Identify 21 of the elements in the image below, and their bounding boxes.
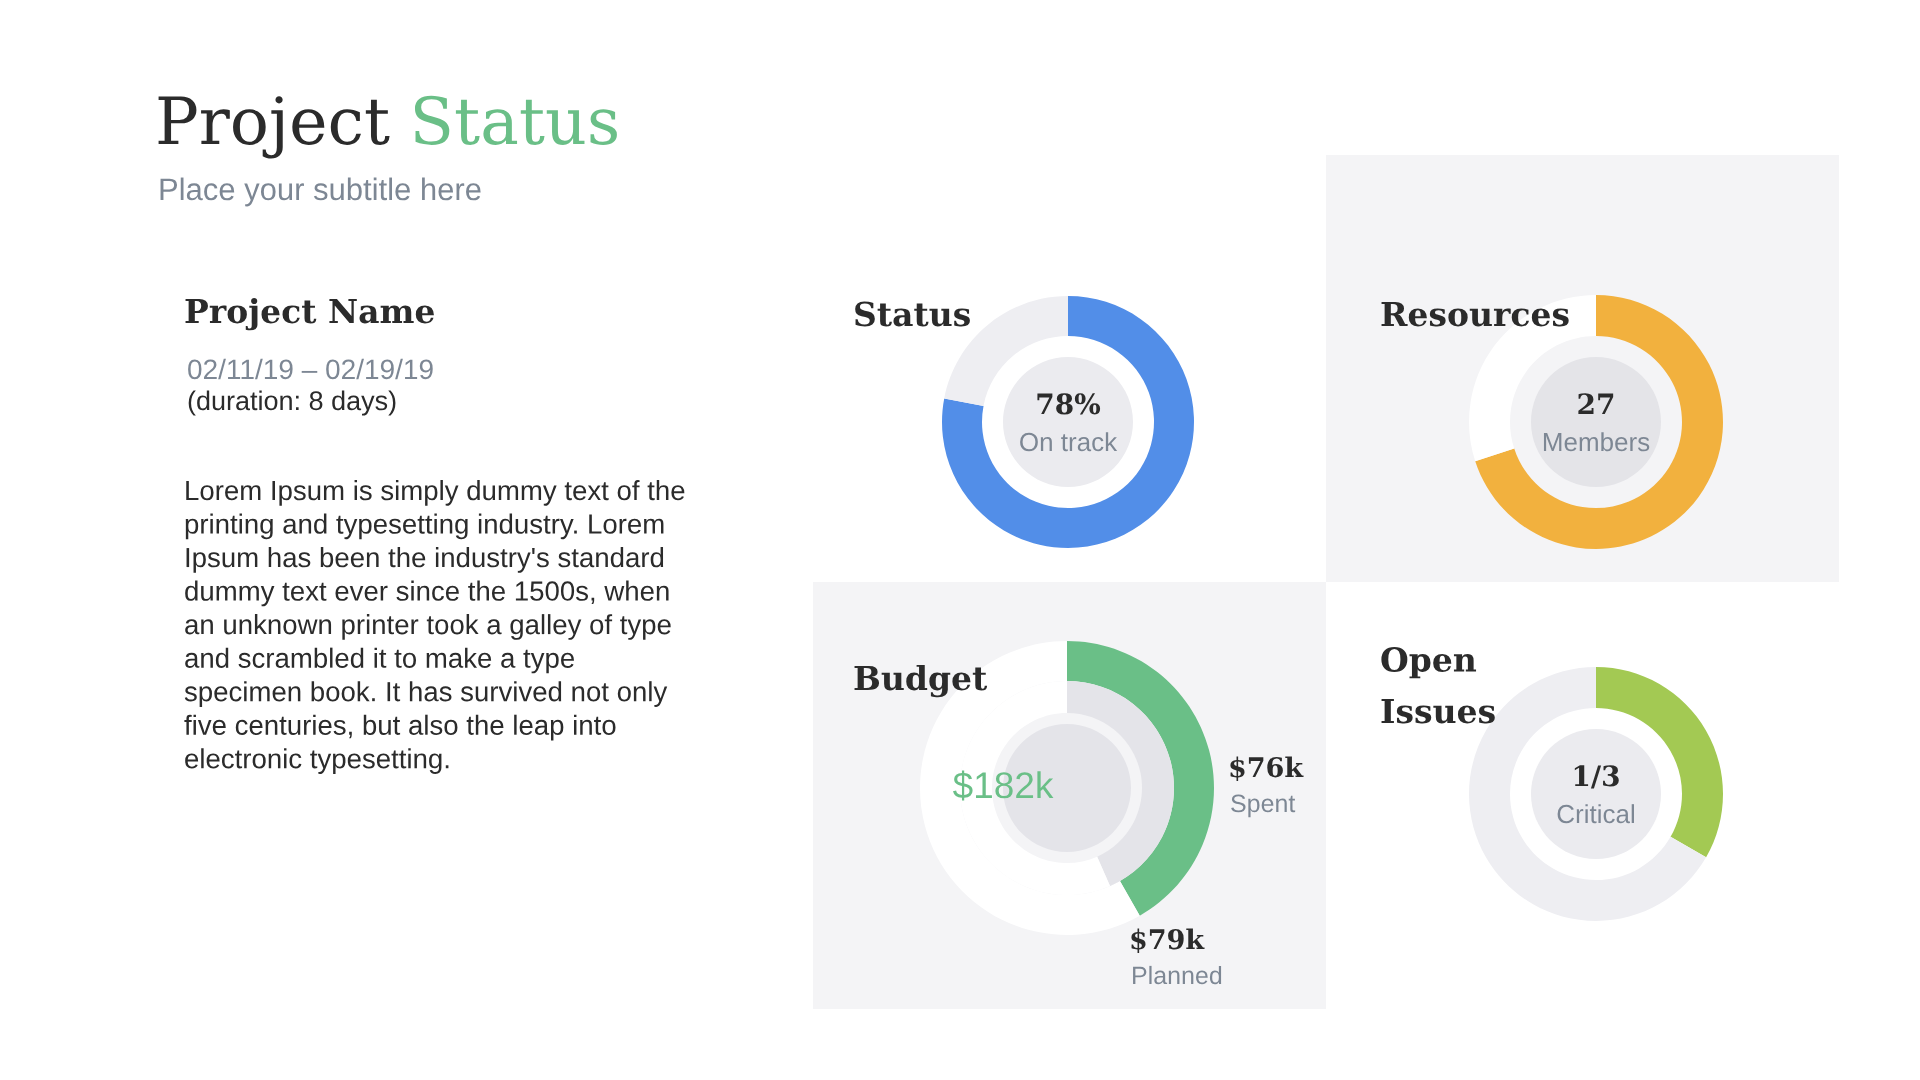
text: Planned: [1133, 965, 1222, 985]
text: $182k: [953, 770, 1054, 801]
text: Place your subtitle here: [160, 177, 481, 207]
slice-label: On track: [1020, 432, 1118, 452]
text: (duration: 8 days): [188, 390, 396, 416]
text: 27: [1578, 393, 1614, 414]
data-label: 78%: [1037, 393, 1101, 415]
text: 1/3: [1574, 765, 1619, 789]
text: Budget: [854, 664, 988, 698]
text: Spent: [1231, 794, 1296, 818]
chart-title: Resources: [1381, 301, 1569, 327]
chart-title: Open Issues: [1381, 647, 1495, 724]
text: Project Status: [158, 95, 617, 159]
slice-label: Members: [1543, 432, 1650, 452]
data-label: $76k: [1230, 756, 1304, 781]
data-label: $79k: [1131, 928, 1205, 953]
chart-title: Status: [855, 301, 970, 327]
text: Project Name: [185, 297, 434, 331]
text: 02/11/19 – 02/19/19: [188, 358, 433, 380]
text: Lorem Ipsum is simply dummy text of the printing and typesetting industry. Lorem Ipsum has been the industry's standard dummy text ever since the 1500s, when an unknown printer took a galley of type and scrambled it to make a type specimen book. It has survived not only five centuries, but also the leap into electronic typesetting.: [184, 480, 685, 774]
text: Critical: [1557, 804, 1634, 824]
